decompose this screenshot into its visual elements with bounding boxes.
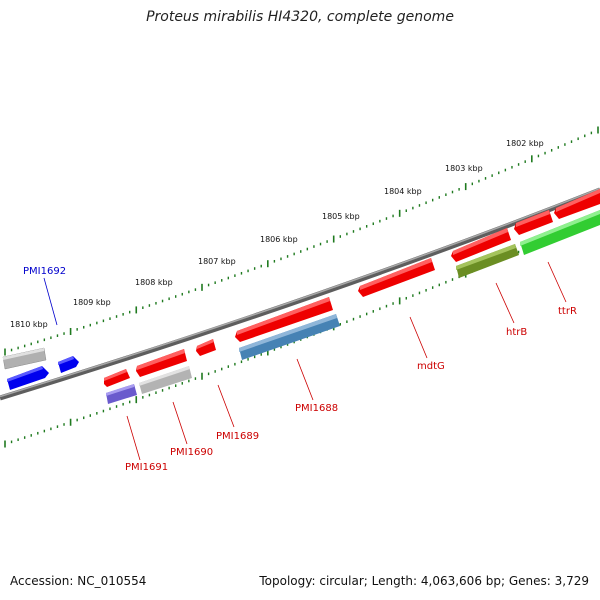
gene-label-pmi1689: PMI1689 <box>216 431 259 442</box>
scale-label-1805: 1805 kbp <box>322 212 360 221</box>
forward-strand-genes <box>2 189 600 390</box>
scale-label-1804: 1804 kbp <box>384 187 422 196</box>
gene-label-pmi1691: PMI1691 <box>125 462 168 473</box>
gene-arrow-grey-shade <box>3 348 44 360</box>
gene-arrow-pmi1691[interactable] <box>104 369 130 387</box>
reverse-strand-genes <box>106 210 600 404</box>
genome-backbone-highlight <box>0 187 600 398</box>
gene-arrow-blue-left-shade <box>7 366 43 382</box>
connector-pmi1691 <box>126 415 141 461</box>
gene-arrow-grey-reverse-shade <box>139 366 190 386</box>
gene-label-htrb: htrB <box>506 327 527 338</box>
gene-arrow-purple-shade <box>106 384 134 396</box>
gene-label-ttrr: ttrR <box>558 306 577 317</box>
gene-arrow-olive-shade <box>456 244 516 270</box>
gene-arrow-mdtg-shade <box>360 258 432 290</box>
gene-arrow-steel-shade <box>239 314 337 352</box>
gene-label-pmi1688: PMI1688 <box>295 403 338 414</box>
gene-arrow-red-right2-shade <box>556 189 600 212</box>
gene-arrow-green-shade <box>520 210 600 246</box>
genome-backbone <box>0 187 600 401</box>
map-title: Proteus mirabilis HI4320, complete genom… <box>146 9 454 25</box>
connector-pmi1688 <box>296 358 314 401</box>
gene-arrow-pmi1689[interactable] <box>196 339 216 356</box>
connector-htrb <box>495 282 515 324</box>
gene-label-pmi1692: PMI1692 <box>23 266 66 277</box>
gene-arrow-pmi1690-shade <box>137 349 185 370</box>
genome-summary-text: Topology: circular; Length: 4,063,606 bp… <box>259 574 589 588</box>
gene-arrow-grey-reverse[interactable] <box>139 366 192 394</box>
gene-arrow-pmi1692-shade <box>58 356 74 365</box>
scale-label-1809: 1809 kbp <box>73 298 111 307</box>
gene-arrow-purple[interactable] <box>106 384 137 404</box>
scale-label-1803: 1803 kbp <box>445 164 483 173</box>
scale-label-1810: 1810 kbp <box>10 320 48 329</box>
connector-pmi1689 <box>217 384 235 428</box>
gene-label-pmi1690: PMI1690 <box>170 447 213 458</box>
connector-pmi1690 <box>172 401 188 445</box>
gene-arrow-blue-left[interactable] <box>7 366 49 390</box>
label-connectors <box>43 261 567 461</box>
connector-ttrr <box>547 261 567 303</box>
gene-arrow-htrb-shade <box>453 228 508 255</box>
scale-label-1806: 1806 kbp <box>260 235 298 244</box>
gene-arrow-pmi1689-shade <box>197 339 214 349</box>
gene-arrow-pmi1688-shade <box>237 297 330 335</box>
gene-arrow-pmi1691-shade <box>104 369 127 381</box>
scale-label-1807: 1807 kbp <box>198 257 236 266</box>
connector-mdtg <box>409 316 428 359</box>
gene-label-mdtg: mdtG <box>417 361 445 372</box>
accession-text: Accession: NC_010554 <box>10 574 147 588</box>
outer-scale-dots <box>4 126 599 356</box>
scale-label-1802: 1802 kbp <box>506 139 544 148</box>
gene-arrow-red-right1-shade <box>516 210 550 227</box>
scale-label-1808: 1808 kbp <box>135 278 173 287</box>
connector-pmi1692 <box>43 277 58 326</box>
